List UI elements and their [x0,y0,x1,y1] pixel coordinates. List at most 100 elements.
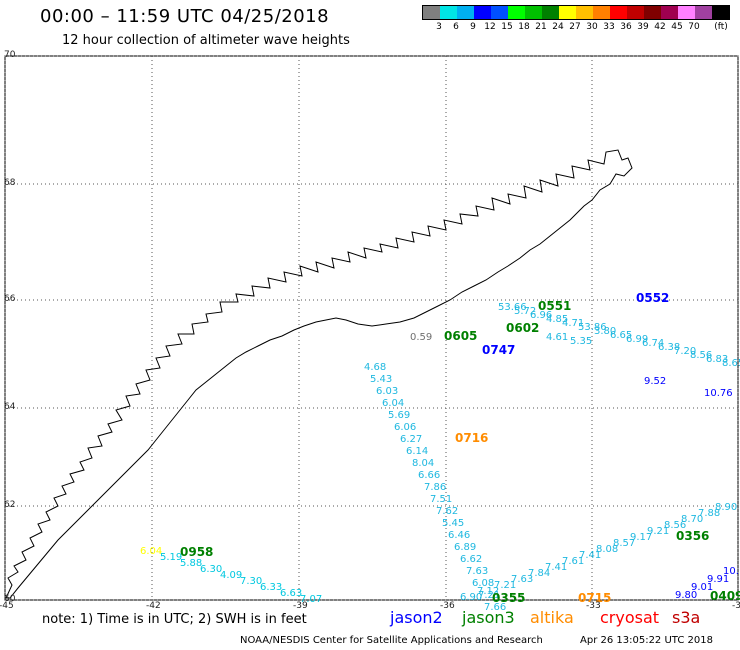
wave-height-value: 3.80 [594,326,616,337]
lat-label: 68 [4,178,16,188]
legend-label: 36 [620,22,632,32]
legend-swatch [525,6,542,19]
wave-height-value: 6.38 [658,342,680,353]
pass-time-label: 0715 [578,591,611,605]
wave-height-legend: 3 6 9 12 15 18 21 24 27 30 33 36 39 42 45 70 (ft) [422,5,730,32]
lon-label: -36 [440,601,455,611]
pass-0716: 4.685.436.036.045.696.066.276.148.046.66… [364,362,506,613]
legend-swatch [661,6,678,19]
wave-height-value: 4.68 [364,362,386,373]
pass-0605: 0.59 0605 [410,329,477,343]
legend-swatch [457,6,474,19]
greenland-coastline [5,149,633,599]
lat-label: 62 [4,500,16,510]
legend-swatch [627,6,644,19]
legend-label: 12 [484,22,496,32]
wave-height-value: 6.89 [454,542,476,553]
wave-height-value: 10.1 [723,566,740,577]
legend-label: 30 [586,22,598,32]
wave-height-value: 6.65 [610,330,632,341]
legend-label: 42 [654,22,666,32]
legend-swatch [610,6,627,19]
wave-height-value: 5.88 [180,558,202,569]
lat-label: 60 [4,594,16,604]
legend-swatch [593,6,610,19]
wave-height-value: 6.90 [460,592,482,603]
pass-time-label: 0958 [180,545,213,559]
legend-swatch [559,6,576,19]
wave-height-value: 6.03 [376,386,398,397]
wave-height-value: 7.61 [562,556,584,567]
pass-0355: 6.907.127.217.637.847.417.617.418.088.57… [460,502,737,605]
satellite-altika: altika [530,608,574,627]
map-frame [4,55,739,601]
satellite-s3a: s3a [672,608,701,627]
wave-height-value: 7.41 [579,550,601,561]
legend-label: 9 [470,22,476,32]
wave-height-value: 7.20 [674,346,696,357]
wave-height-value: 7.30 [240,576,262,587]
wave-height-value: 6.83 [706,354,728,365]
wave-height-value: 6.99 [626,334,648,345]
lon-label: -45 [0,601,14,611]
wave-height-value: 53.66 [498,302,527,313]
legend-label: 15 [501,22,513,32]
pass-0958: 6.045.195.886.304.097.306.336.637.07 0958 [140,545,322,605]
wave-height-value: 7.63 [511,574,533,585]
wave-height-value: 9.01 [691,582,713,593]
legend-swatch [644,6,661,19]
pass-time-label: 0602 [506,321,539,335]
legend-label: 3 [436,22,442,32]
satellite-tracks: 6.045.195.886.304.097.306.336.637.070958… [140,291,740,613]
legend-label: 33 [603,22,615,32]
wave-height-value: 6.66 [418,470,440,481]
wave-height-value: 7.12 [477,586,499,597]
pass-0551: 53.665.726.964.854.7153.863.806.656.996.… [498,299,740,369]
pass-time-label: 0409 [710,589,740,603]
generated-timestamp: Apr 26 13:05:22 UTC 2018 [580,635,713,646]
wave-height-value: 4.09 [220,570,242,581]
wave-height-value: 8.65 [722,358,740,369]
legend-label: 45 [671,22,683,32]
lat-label: 66 [4,294,16,304]
legend-label: 18 [518,22,530,32]
pass-time-label: 0716 [455,431,488,445]
legend-swatch [508,6,525,19]
pass-time-label: 0551 [538,299,571,313]
wave-height-value: 8.56 [690,350,712,361]
legend-swatch [712,6,729,19]
satellite-jason2: jason2 [390,608,443,627]
legend-label: 70 [688,22,700,32]
legend-swatch [491,6,508,19]
wave-height-value: 6.30 [200,564,222,575]
wave-height-value: 53.86 [578,322,607,333]
pass-0715: 0715 [578,591,611,605]
wave-height-value: 5.19 [160,552,182,563]
legend-color-bar [422,5,730,20]
satellite-jason3: jason3 [462,608,515,627]
wave-height-value: 10.76 [704,388,733,399]
wave-height-value: 8.08 [596,544,618,555]
legend-label: 6 [453,22,459,32]
pass-0552: 0552 [636,291,669,305]
wave-height-value: 7.63 [466,566,488,577]
pass-0602: 4.61 5.35 0602 [506,321,592,347]
wave-height-value: 9.21 [647,526,669,537]
wave-height-value: 7.88 [698,508,720,519]
legend-label: 21 [535,22,547,32]
wave-height-value: 7.86 [424,482,446,493]
pass-time-label: 0552 [636,291,669,305]
wave-height-value: 6.04 [140,546,162,557]
wave-height-value: 5.43 [370,374,392,385]
map-title: 00:00 – 11:59 UTC 04/25/2018 [40,6,330,27]
wave-height-value: 5.69 [388,410,410,421]
legend-swatch [542,6,559,19]
lon-label: -30 [732,601,740,611]
legend-swatch [423,6,440,19]
wave-height-value: 9.52 [644,376,666,387]
pass-time-label: 0355 [492,591,525,605]
wave-height-value: 9.91 [707,574,729,585]
legend-label: 24 [552,22,564,32]
